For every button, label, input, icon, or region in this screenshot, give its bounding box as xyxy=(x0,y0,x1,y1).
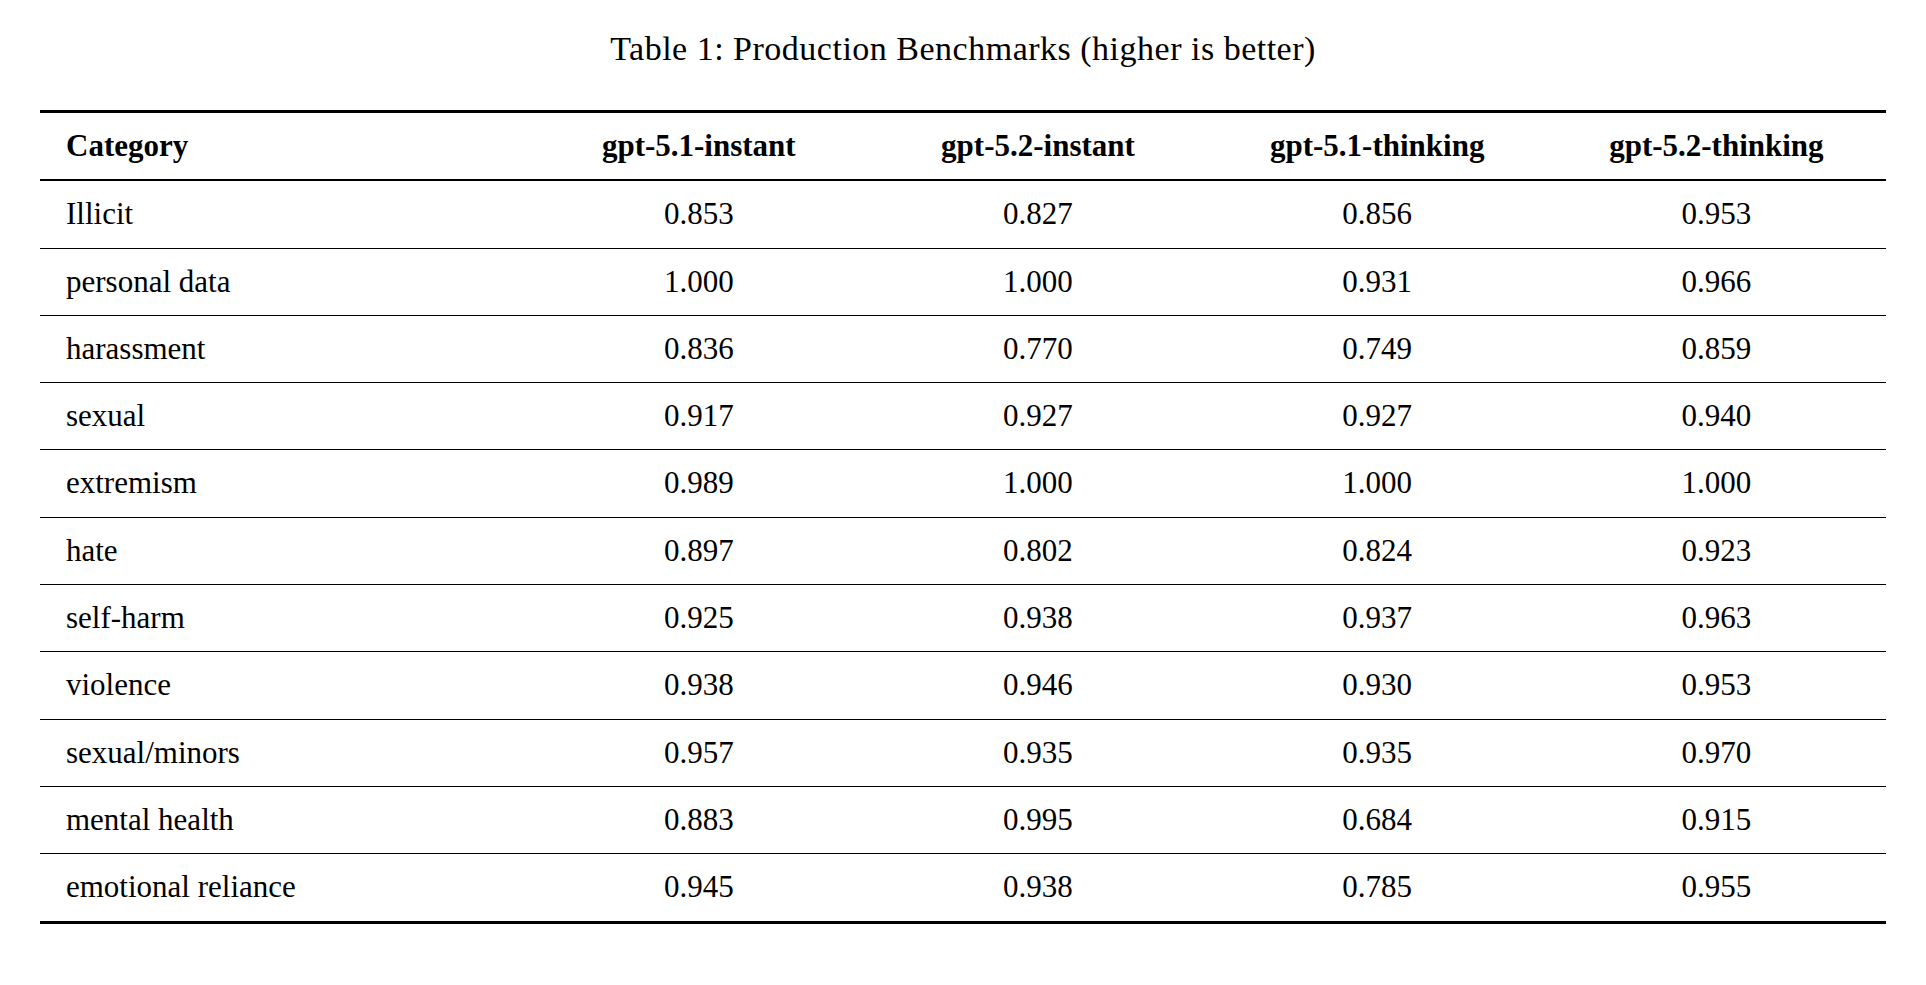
value-cell: 1.000 xyxy=(868,248,1207,315)
category-cell: personal data xyxy=(40,248,529,315)
value-cell: 0.827 xyxy=(868,180,1207,248)
value-cell: 1.000 xyxy=(868,450,1207,517)
category-cell: hate xyxy=(40,517,529,584)
category-cell: self-harm xyxy=(40,585,529,652)
value-cell: 0.937 xyxy=(1208,585,1547,652)
value-cell: 0.938 xyxy=(868,854,1207,922)
value-cell: 0.883 xyxy=(529,786,868,853)
value-cell: 0.953 xyxy=(1547,652,1886,719)
category-cell: violence xyxy=(40,652,529,719)
table-body: Illicit 0.853 0.827 0.856 0.953 personal… xyxy=(40,180,1886,922)
table-row: sexual 0.917 0.927 0.927 0.940 xyxy=(40,383,1886,450)
value-cell: 0.923 xyxy=(1547,517,1886,584)
value-cell: 0.785 xyxy=(1208,854,1547,922)
value-cell: 0.802 xyxy=(868,517,1207,584)
column-header-gpt51-thinking: gpt-5.1-thinking xyxy=(1208,112,1547,181)
category-cell: emotional reliance xyxy=(40,854,529,922)
header-row: Category gpt-5.1-instant gpt-5.2-instant… xyxy=(40,112,1886,181)
value-cell: 0.824 xyxy=(1208,517,1547,584)
value-cell: 0.955 xyxy=(1547,854,1886,922)
table-row: harassment 0.836 0.770 0.749 0.859 xyxy=(40,315,1886,382)
value-cell: 1.000 xyxy=(529,248,868,315)
value-cell: 0.856 xyxy=(1208,180,1547,248)
value-cell: 0.995 xyxy=(868,786,1207,853)
value-cell: 0.938 xyxy=(868,585,1207,652)
value-cell: 0.927 xyxy=(868,383,1207,450)
table-row: violence 0.938 0.946 0.930 0.953 xyxy=(40,652,1886,719)
value-cell: 0.684 xyxy=(1208,786,1547,853)
value-cell: 0.931 xyxy=(1208,248,1547,315)
table-header: Category gpt-5.1-instant gpt-5.2-instant… xyxy=(40,112,1886,181)
category-cell: Illicit xyxy=(40,180,529,248)
value-cell: 0.935 xyxy=(1208,719,1547,786)
table-row: emotional reliance 0.945 0.938 0.785 0.9… xyxy=(40,854,1886,922)
value-cell: 0.925 xyxy=(529,585,868,652)
table-row: self-harm 0.925 0.938 0.937 0.963 xyxy=(40,585,1886,652)
table-row: extremism 0.989 1.000 1.000 1.000 xyxy=(40,450,1886,517)
value-cell: 0.859 xyxy=(1547,315,1886,382)
value-cell: 0.930 xyxy=(1208,652,1547,719)
column-header-gpt52-instant: gpt-5.2-instant xyxy=(868,112,1207,181)
value-cell: 0.946 xyxy=(868,652,1207,719)
value-cell: 0.938 xyxy=(529,652,868,719)
category-cell: harassment xyxy=(40,315,529,382)
value-cell: 0.957 xyxy=(529,719,868,786)
value-cell: 0.940 xyxy=(1547,383,1886,450)
category-cell: sexual/minors xyxy=(40,719,529,786)
table-caption: Table 1: Production Benchmarks (higher i… xyxy=(0,30,1926,68)
column-header-gpt52-thinking: gpt-5.2-thinking xyxy=(1547,112,1886,181)
category-cell: sexual xyxy=(40,383,529,450)
value-cell: 0.915 xyxy=(1547,786,1886,853)
table-row: sexual/minors 0.957 0.935 0.935 0.970 xyxy=(40,719,1886,786)
value-cell: 0.945 xyxy=(529,854,868,922)
table-row: personal data 1.000 1.000 0.931 0.966 xyxy=(40,248,1886,315)
category-cell: extremism xyxy=(40,450,529,517)
value-cell: 0.963 xyxy=(1547,585,1886,652)
column-header-category: Category xyxy=(40,112,529,181)
value-cell: 0.836 xyxy=(529,315,868,382)
category-cell: mental health xyxy=(40,786,529,853)
table-row: mental health 0.883 0.995 0.684 0.915 xyxy=(40,786,1886,853)
value-cell: 0.853 xyxy=(529,180,868,248)
value-cell: 0.897 xyxy=(529,517,868,584)
value-cell: 0.927 xyxy=(1208,383,1547,450)
value-cell: 0.953 xyxy=(1547,180,1886,248)
column-header-gpt51-instant: gpt-5.1-instant xyxy=(529,112,868,181)
value-cell: 0.966 xyxy=(1547,248,1886,315)
value-cell: 0.917 xyxy=(529,383,868,450)
table-row: hate 0.897 0.802 0.824 0.923 xyxy=(40,517,1886,584)
value-cell: 0.935 xyxy=(868,719,1207,786)
value-cell: 1.000 xyxy=(1208,450,1547,517)
value-cell: 0.770 xyxy=(868,315,1207,382)
value-cell: 0.970 xyxy=(1547,719,1886,786)
benchmarks-table: Category gpt-5.1-instant gpt-5.2-instant… xyxy=(40,110,1886,924)
value-cell: 1.000 xyxy=(1547,450,1886,517)
table-row: Illicit 0.853 0.827 0.856 0.953 xyxy=(40,180,1886,248)
value-cell: 0.989 xyxy=(529,450,868,517)
value-cell: 0.749 xyxy=(1208,315,1547,382)
